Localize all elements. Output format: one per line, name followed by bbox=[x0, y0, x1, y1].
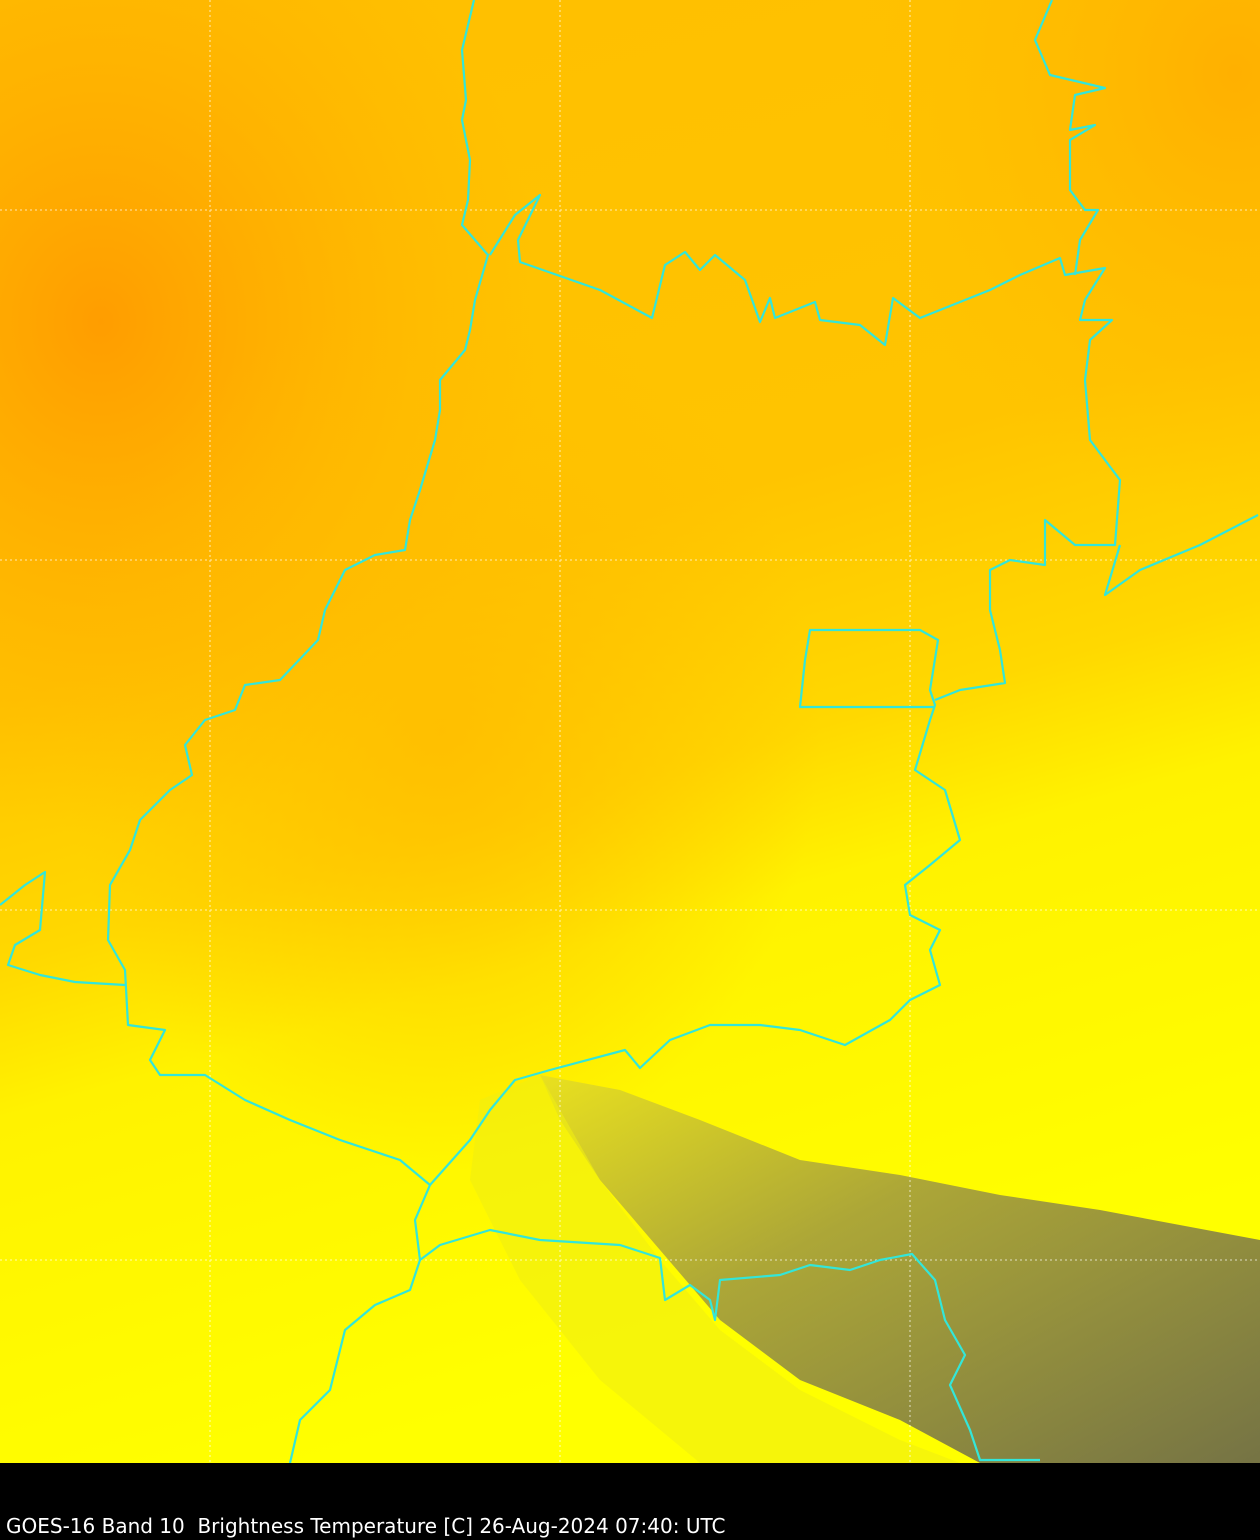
border-line bbox=[429, 628, 962, 1186]
political-borders bbox=[0, 0, 1259, 1463]
brightness-temperature-map bbox=[0, 0, 1260, 1463]
border-line bbox=[419, 1228, 1040, 1462]
cold-cloud-region bbox=[540, 1075, 1260, 1463]
border-line bbox=[1103, 514, 1259, 597]
figure-caption: GOES-16 Band 10 Brightness Temperature [… bbox=[6, 1514, 726, 1538]
border-line bbox=[106, 0, 490, 1463]
bright-band-edge bbox=[470, 1075, 960, 1463]
border-line bbox=[1033, 0, 1107, 276]
graticule bbox=[0, 0, 1260, 1463]
border-line bbox=[0, 870, 126, 987]
border-line bbox=[489, 193, 1122, 702]
